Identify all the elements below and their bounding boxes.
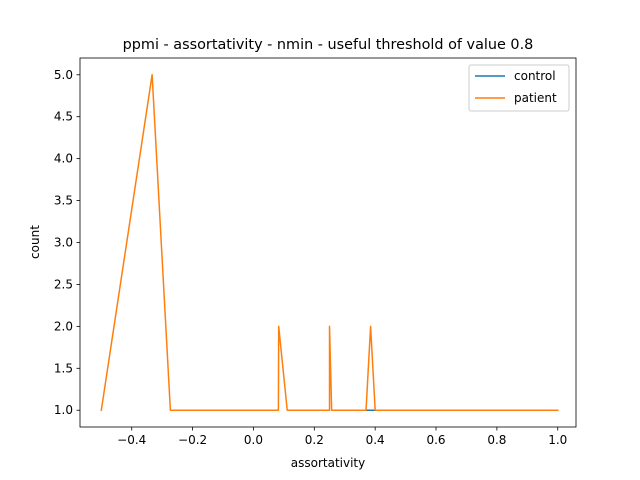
x-tick-label: 0.0 xyxy=(244,433,263,447)
legend: control patient xyxy=(468,64,570,112)
y-tick-label: 2.0 xyxy=(54,319,73,333)
axes-layer: −0.4 −0.2 0.0 0.2 0.4 0.6 0.8 1.0 1.0 1.5 2.0 2.5 3.… xyxy=(54,57,577,447)
series-layer xyxy=(100,74,559,412)
x-tick-label: 0.6 xyxy=(426,433,445,447)
legend-label-patient: patient xyxy=(514,91,557,105)
x-tick-label: −0.4 xyxy=(117,433,146,447)
x-tick-label: 0.2 xyxy=(305,433,324,447)
y-axis-label: count xyxy=(28,225,42,259)
y-tick-label: 4.0 xyxy=(54,152,73,166)
x-tick-label: 1.0 xyxy=(548,433,567,447)
y-tick-label: 3.5 xyxy=(54,194,73,208)
x-tick-label: 0.4 xyxy=(366,433,385,447)
x-axis-label: assortativity xyxy=(291,456,365,470)
chart-title: ppmi - assortativity - nmin - useful thr… xyxy=(123,37,534,53)
x-tick-label: 0.8 xyxy=(487,433,506,447)
legend-label-control: control xyxy=(514,69,556,83)
y-tick-label: 3.0 xyxy=(54,236,73,250)
y-tick-label: 1.5 xyxy=(54,361,73,375)
x-tick-label: −0.2 xyxy=(178,433,207,447)
y-tick-label: 4.5 xyxy=(54,110,73,124)
series-line-patient xyxy=(100,74,559,412)
y-tick-label: 1.0 xyxy=(54,403,73,417)
y-tick-label: 2.5 xyxy=(54,277,73,291)
y-tick-label: 5.0 xyxy=(54,68,73,82)
